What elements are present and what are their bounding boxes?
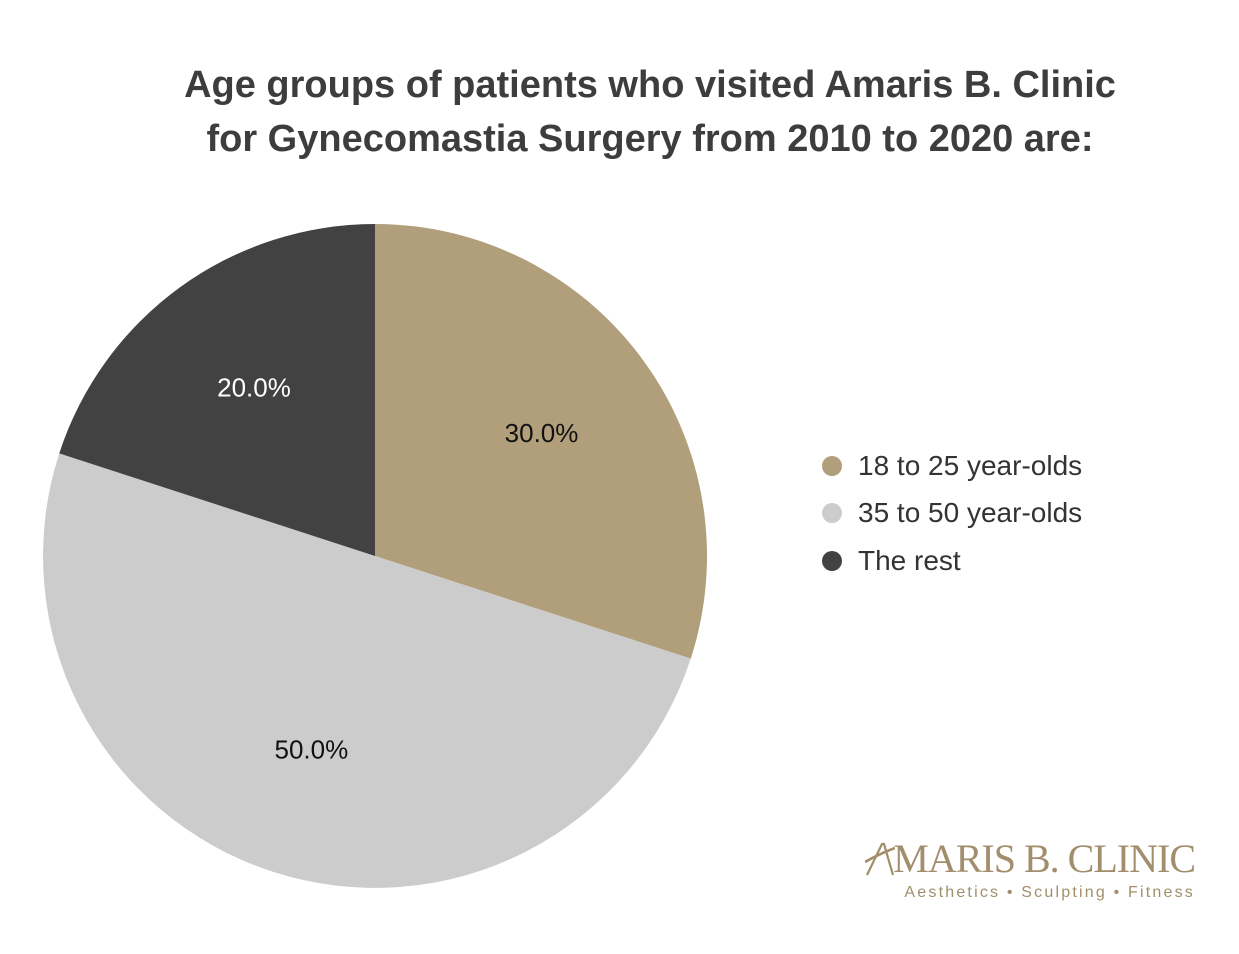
legend-swatch: [822, 550, 842, 571]
pie-label-the-rest: 20.0%: [217, 372, 291, 402]
pie-label-18-to-25: 30.0%: [505, 418, 579, 448]
brand-wordmark: MARIS B. CLINIC: [865, 836, 1196, 882]
chart-title-line-2: for Gynecomastia Surgery from 2010 to 20…: [206, 118, 1094, 160]
chart-title: Age groups of patients who visited Amari…: [60, 58, 1239, 166]
brand-name: MARIS B. CLINIC: [893, 836, 1196, 881]
chart-title-line-1: Age groups of patients who visited Amari…: [184, 64, 1116, 106]
brand-tagline: Aesthetics • Sculpting • Fitness: [904, 884, 1195, 901]
legend-swatch: [822, 503, 842, 524]
pie-label-35-to-50: 50.0%: [275, 735, 349, 765]
legend-label: 35 to 50 year-olds: [858, 497, 1083, 529]
pie-slice-the-rest: [59, 224, 375, 556]
chart-legend: 18 to 25 year-olds 35 to 50 year-olds Th…: [822, 442, 1082, 585]
legend-item-35-to-50: 35 to 50 year-olds: [822, 490, 1082, 538]
legend-label: 18 to 25 year-olds: [858, 449, 1083, 481]
legend-item-the-rest: The rest: [822, 537, 1082, 585]
legend-item-18-to-25: 18 to 25 year-olds: [822, 442, 1082, 490]
brand-logo: MARIS B. CLINIC Aesthetics • Sculpting •…: [865, 836, 1196, 902]
pie-slice-18-to-25: [375, 224, 707, 659]
brand-a-mark-icon: [865, 842, 896, 876]
legend-label: The rest: [858, 544, 961, 576]
pie-slice-35-to-50: [43, 453, 691, 888]
legend-swatch: [822, 455, 842, 476]
